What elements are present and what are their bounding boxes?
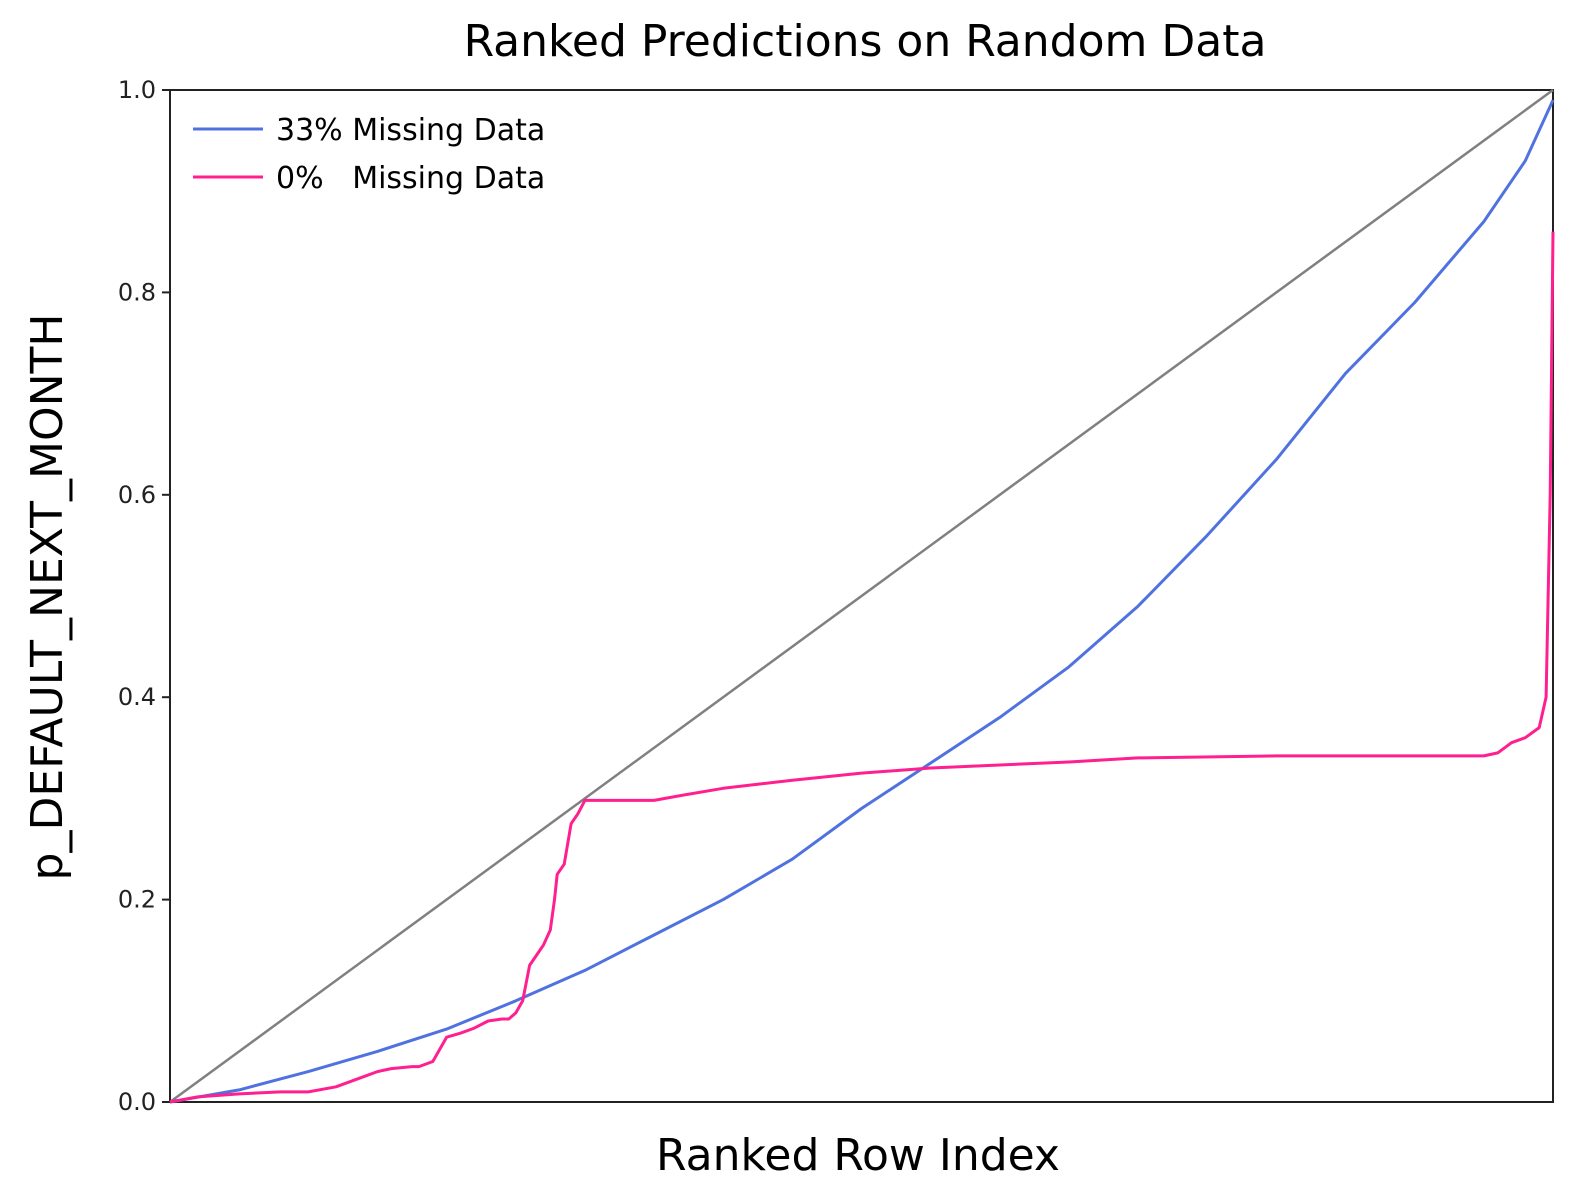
legend-label-33-missing: 33% Missing Data xyxy=(276,113,545,148)
chart-title: Ranked Predictions on Random Data xyxy=(464,16,1267,67)
x-axis-label: Ranked Row Index xyxy=(656,1130,1060,1181)
y-tick-label: 0.6 xyxy=(118,481,156,509)
y-tick-label: 0.8 xyxy=(118,278,156,306)
y-axis-ticks: 0.0 0.2 0.4 0.6 0.8 1.0 xyxy=(118,76,170,1116)
y-tick-label: 0.2 xyxy=(118,886,156,914)
legend-label-0-missing: 0% Missing Data xyxy=(276,161,545,196)
plot-frame xyxy=(169,89,1554,1103)
legend: 33% Missing Data 0% Missing Data xyxy=(193,113,545,196)
y-tick-label: 1.0 xyxy=(118,76,156,104)
reference-diagonal-line xyxy=(169,88,1554,1104)
series-line-33-missing xyxy=(169,99,1555,1104)
y-axis-label: p_DEFAULT_NEXT_MONTH xyxy=(22,314,73,881)
series-line-0-missing xyxy=(169,231,1555,1104)
y-tick-label: 0.4 xyxy=(118,683,156,711)
y-tick-label: 0.0 xyxy=(118,1088,156,1116)
